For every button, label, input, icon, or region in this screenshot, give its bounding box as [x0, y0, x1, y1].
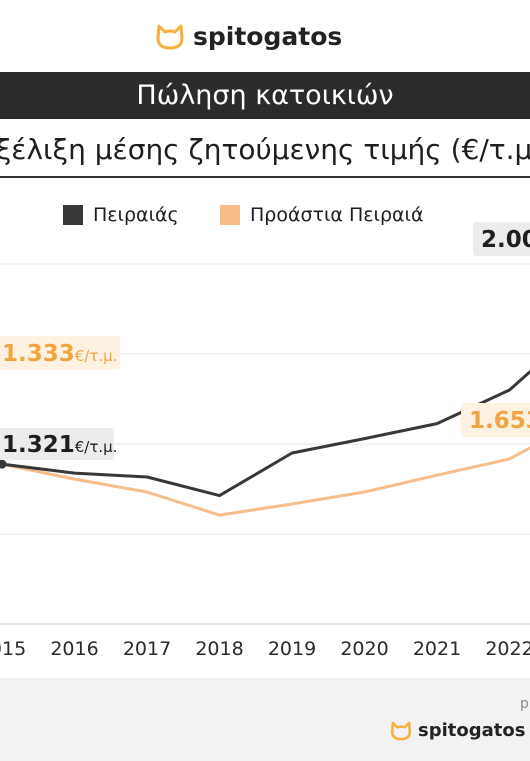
- value-label: 1.653: [469, 408, 530, 434]
- series-start-point: [0, 459, 7, 469]
- x-tick-label: 2016: [50, 638, 98, 660]
- value-label: 1.333€/τ.μ.: [2, 341, 117, 367]
- legend-label-suburbs: Προάστια Πειραιά: [250, 204, 424, 226]
- title-bar: [0, 72, 530, 119]
- line-chart: 1.321€/τ.μ. 1.333€/τ.μ. 2.00 1.653 2015 2016…: [0, 222, 530, 660]
- cat-icon: [156, 24, 184, 49]
- value-label-bg: [473, 222, 530, 256]
- footer: [0, 678, 530, 761]
- legend-swatch-suburbs: [220, 205, 240, 225]
- x-tick-label: 2019: [268, 638, 316, 660]
- page-title: Πώληση κατοικιών: [136, 80, 394, 111]
- x-tick-label: 2020: [340, 638, 388, 660]
- footer-small-text: p: [520, 696, 529, 712]
- chart-subtitle: Εξέλιξη μέσης ζητούμενης τιμής (€/τ.μ.): [0, 133, 530, 166]
- x-tick-label: 2022: [485, 638, 530, 660]
- subtitle-divider: [0, 176, 530, 178]
- value-label-bg: [0, 428, 114, 460]
- x-tick-label: 2015: [0, 638, 26, 660]
- x-tick-label: 2021: [413, 638, 461, 660]
- value-label-bg: [0, 336, 120, 370]
- header-logo: spitogatos: [155, 22, 342, 51]
- legend-label-piraeus: Πειραιάς: [93, 204, 179, 226]
- x-tick-label: 2018: [195, 638, 243, 660]
- series-line-0: [1, 369, 530, 498]
- footer-logo-text: spitogatos: [418, 720, 526, 741]
- value-label: 2.00: [481, 227, 530, 253]
- legend-swatch-piraeus: [63, 205, 83, 225]
- logo-text: spitogatos: [193, 22, 343, 51]
- value-label-bg: [461, 403, 530, 437]
- footer-logo: spitogatos: [390, 720, 525, 741]
- legend-item-suburbs: Προάστια Πειραιά: [220, 204, 424, 226]
- value-label: 1.321€/τ.μ.: [2, 432, 117, 458]
- cat-icon: [390, 721, 412, 740]
- series-line-1: [1, 446, 530, 517]
- x-tick-label: 2017: [123, 638, 171, 660]
- legend-item-piraeus: Πειραιάς: [63, 204, 179, 226]
